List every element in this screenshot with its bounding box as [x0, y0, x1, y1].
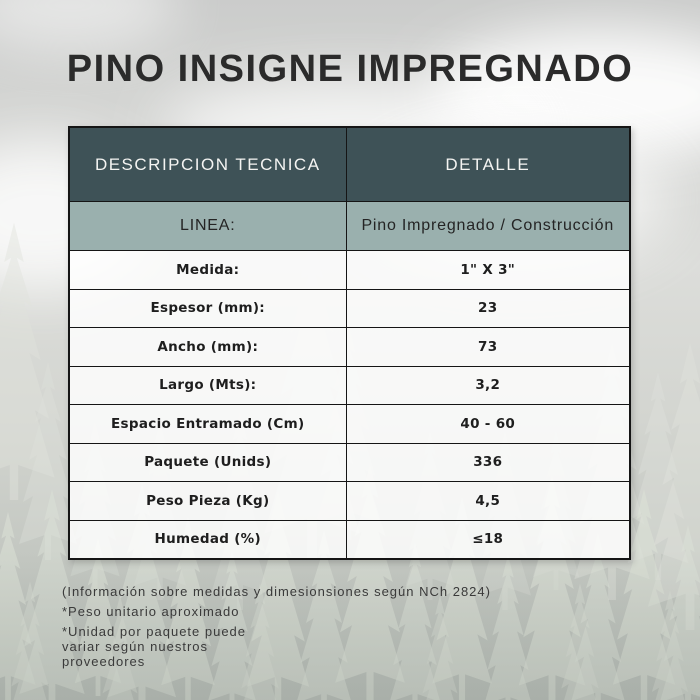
footnote-norma: (Información sobre medidas y dimesionsio…	[62, 584, 491, 599]
row-label: Ancho (mm):	[68, 327, 347, 367]
spec-table: DESCRIPCION TECNICA DETALLE LINEA: Pino …	[68, 126, 631, 560]
row-value: 23	[345, 288, 631, 328]
table-row-paquete: Paquete (Unids) 336	[68, 442, 631, 482]
row-value: 1" X 3"	[345, 250, 631, 290]
table-row-linea: LINEA: Pino Impregnado / Construcción	[68, 201, 631, 251]
row-label: Espacio Entramado (Cm)	[68, 404, 347, 444]
row-label: Largo (Mts):	[68, 365, 347, 405]
row-label: Espesor (mm):	[68, 288, 347, 328]
footnote-unidad-paquete: *Unidad por paquete puede variar según n…	[62, 624, 247, 669]
row-label: Humedad (%)	[68, 519, 347, 560]
row-value: 336	[345, 442, 631, 482]
row-label: Medida:	[68, 250, 347, 290]
row-value: 73	[345, 327, 631, 367]
row-label: Paquete (Unids)	[68, 442, 347, 482]
row-label-linea: LINEA:	[68, 201, 347, 251]
row-value: 3,2	[345, 365, 631, 405]
footnotes: (Información sobre medidas y dimesionsio…	[62, 584, 491, 674]
table-row-ancho: Ancho (mm): 73	[68, 327, 631, 367]
table-row-espesor: Espesor (mm): 23	[68, 288, 631, 328]
table-row-peso-pieza: Peso Pieza (Kg) 4,5	[68, 481, 631, 521]
table-row-espacio-entramado: Espacio Entramado (Cm) 40 - 60	[68, 404, 631, 444]
header-detalle: DETALLE	[345, 126, 631, 202]
row-value: 4,5	[345, 481, 631, 521]
row-label: Peso Pieza (Kg)	[68, 481, 347, 521]
footnote-peso-unitario: *Peso unitario aproximado	[62, 604, 240, 619]
row-value: ≤18	[345, 519, 631, 560]
table-row-humedad: Humedad (%) ≤18	[68, 519, 631, 560]
table-header-row: DESCRIPCION TECNICA DETALLE	[68, 126, 631, 202]
page-title: PINO INSIGNE IMPREGNADO	[66, 48, 634, 90]
cloud-shape	[0, 0, 180, 50]
row-value: 40 - 60	[345, 404, 631, 444]
row-value-linea: Pino Impregnado / Construcción	[345, 201, 631, 251]
table-row-largo: Largo (Mts): 3,2	[68, 365, 631, 405]
header-descripcion-tecnica: DESCRIPCION TECNICA	[68, 126, 347, 202]
table-row-medida: Medida: 1" X 3"	[68, 250, 631, 290]
